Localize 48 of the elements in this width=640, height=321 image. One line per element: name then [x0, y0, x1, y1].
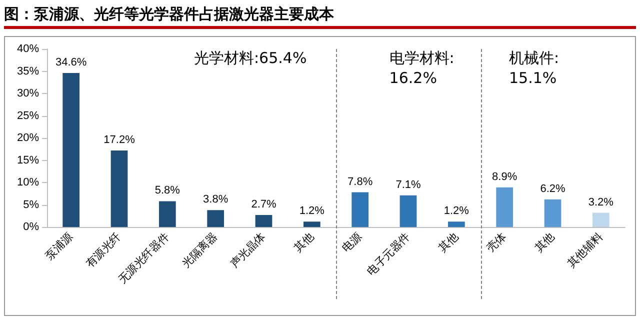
annotation: 机械件: 15.1%: [509, 49, 560, 88]
x-tick-label: 其他: [291, 230, 316, 255]
y-tick-label: 40%: [16, 43, 40, 55]
data-label: 7.8%: [348, 176, 373, 188]
y-tick-label: 0%: [23, 221, 40, 233]
y-tick-label: 15%: [16, 154, 40, 166]
x-tick-label: 其他辅料: [564, 230, 606, 270]
x-tick-label: 电源: [340, 230, 364, 255]
annotation: 光学材料:65.4%: [194, 49, 307, 68]
y-tick-label: 30%: [16, 88, 40, 100]
x-tick-label: 有源光纤: [83, 230, 124, 270]
bar: [496, 187, 514, 227]
bar: [592, 212, 610, 227]
data-label: 17.2%: [104, 134, 136, 146]
bar: [158, 201, 176, 227]
data-label: 3.8%: [203, 194, 228, 206]
x-tick-label: 光隔离器: [180, 230, 220, 270]
data-label: 7.1%: [396, 178, 421, 191]
x-tick-label: 其他: [532, 230, 557, 255]
data-label: 6.2%: [540, 182, 566, 195]
data-label: 34.6%: [55, 56, 87, 69]
bar: [448, 222, 465, 227]
data-label: 5.8%: [154, 184, 180, 197]
data-label: 3.2%: [588, 196, 614, 208]
bar: [62, 73, 80, 227]
data-label: 2.7%: [251, 198, 276, 210]
bar: [400, 195, 417, 227]
bar: [255, 214, 272, 227]
bar: [544, 199, 562, 227]
x-tick-label: 泵浦源: [44, 230, 76, 263]
bar: [303, 222, 320, 227]
x-tick-label: 声光晶体: [228, 230, 268, 270]
data-label: 1.2%: [299, 205, 325, 218]
bar: [207, 210, 224, 227]
data-label: 8.9%: [492, 170, 518, 183]
y-tick-label: 35%: [16, 65, 40, 78]
x-tick-label: 壳体: [484, 230, 509, 255]
data-label: 1.2%: [444, 205, 470, 218]
bar: [110, 150, 128, 227]
y-tick-label: 5%: [23, 198, 40, 211]
annotation: 电学材料: 16.2%: [389, 49, 454, 88]
y-tick-label: 10%: [16, 176, 40, 188]
y-tick-label: 25%: [16, 110, 40, 122]
x-tick-label: 其他: [436, 230, 461, 255]
y-tick-label: 20%: [16, 132, 40, 144]
bar: [352, 192, 369, 227]
x-tick-label: 电子元器件: [364, 230, 412, 278]
chart-title: 图：泵浦源、光纤等光学器件占据激光器主要成本: [4, 2, 636, 29]
